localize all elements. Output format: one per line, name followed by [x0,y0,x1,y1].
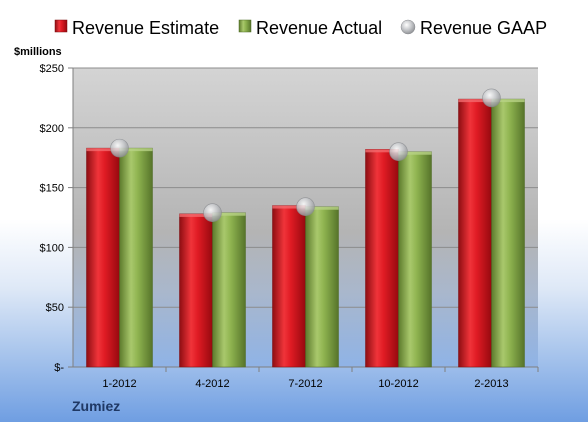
bar-estimate-highlight [365,149,399,153]
bar-actual-highlight [212,212,246,216]
legend-swatch-estimate [54,19,68,33]
x-tick-label: 1-2012 [102,378,136,390]
y-tick-label: $200 [40,123,64,135]
bar-estimate-highlight [458,99,492,103]
x-tick-label: 10-2012 [378,378,418,390]
bar-actual-highlight [398,151,432,155]
gaap-marker [482,88,501,108]
bar-actual [119,147,153,368]
bar-estimate-highlight [179,213,213,217]
bars [86,98,525,368]
x-tick-label: 2-2013 [474,378,508,390]
x-tick-label: 4-2012 [195,378,229,390]
legend-swatch-actual [238,19,252,33]
legend-label-actual: Revenue Actual [256,18,382,38]
legend-marker-gaap [400,19,416,35]
y-tick-label: $250 [40,63,64,75]
legend: Revenue Estimate Revenue Actual Revenue … [54,18,547,38]
bar-actual-highlight [305,206,339,210]
gaap-marker [110,138,129,158]
bar-estimate [365,149,399,368]
bar-actual [212,212,246,368]
y-tick-label: $- [54,362,64,374]
bar-actual [491,98,525,368]
y-unit-label: $millions [14,46,62,58]
bar-estimate [179,213,213,368]
bar-estimate [458,98,492,368]
y-tick-label: $100 [40,242,64,254]
bar-estimate-highlight [272,205,306,209]
bar-actual [398,151,432,368]
gaap-marker [203,203,222,223]
x-tick-label: 7-2012 [288,378,322,390]
tick-labels: $- $50 $100 $150 $200 $250 1-2012 4-2012 7-2012 1… [40,63,509,390]
legend-label-gaap: Revenue GAAP [420,18,547,38]
y-tick-label: $50 [46,302,64,314]
bar-actual [305,206,339,368]
gaap-marker [389,142,408,162]
bar-estimate-highlight [86,148,120,152]
legend-label-estimate: Revenue Estimate [72,18,219,38]
bar-estimate [272,205,306,368]
gaap-marker [296,197,315,217]
company-name: Zumiez [72,398,120,414]
gaap-markers [110,88,501,223]
y-tick-label: $150 [40,183,64,195]
bar-actual-highlight [491,99,525,103]
bar-actual-highlight [119,148,153,152]
bar-estimate [86,147,120,368]
